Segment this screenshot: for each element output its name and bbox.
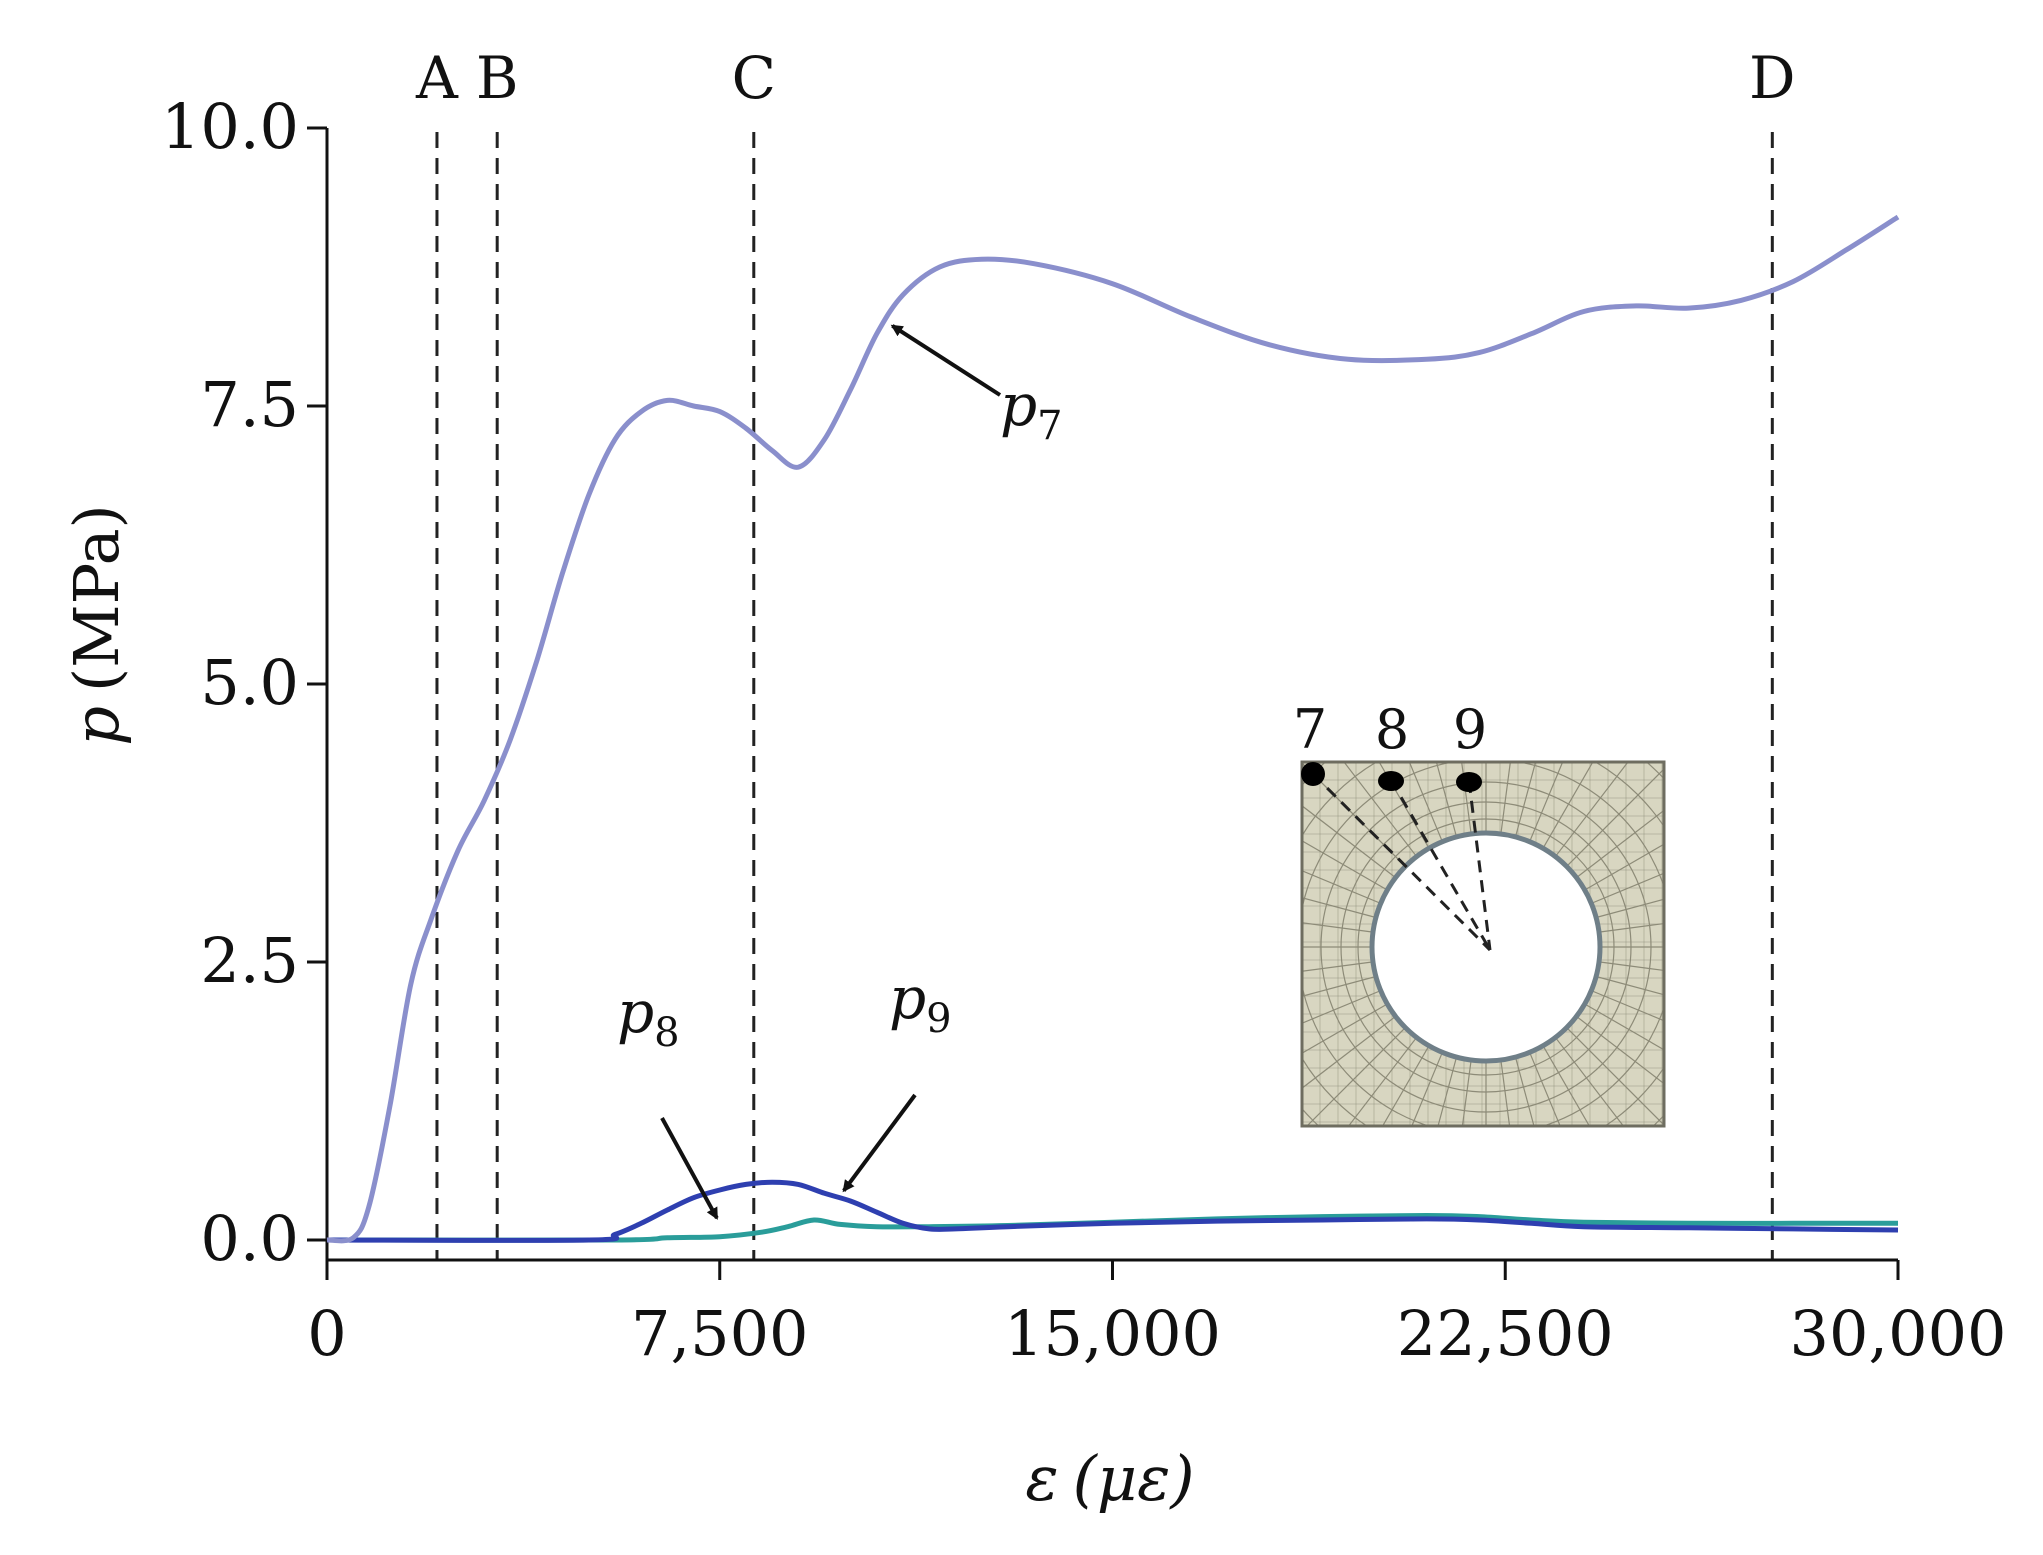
series-label-subscript: 8 [654,1010,679,1056]
inset-point-9 [1456,772,1482,792]
x-axis-label: ε (με) [1025,1442,1194,1515]
x-tick-label: 15,000 [1004,1297,1221,1370]
inset-point-7 [1301,762,1325,786]
y-tick-label: 5.0 [200,646,299,719]
marker-label-d: D [1749,44,1796,112]
marker-label-b: B [476,44,519,112]
arrow-p7 [890,324,1002,397]
mesh-ring [1320,781,1652,1113]
mesh-ring [1357,818,1615,1076]
marker-label-a: A [415,44,459,112]
series-label-subscript: 7 [1037,403,1062,449]
inset-mesh-figure: 7 8 9 [1293,698,1666,1128]
arrow-p8 [660,1117,719,1220]
y-tick-label: 7.5 [200,368,299,441]
y-axis-symbol: p [60,706,133,746]
arrow-p9 [842,1093,917,1193]
series-label-p8: p8 [617,978,680,1056]
marker-label-c: C [732,44,776,112]
x-ticks: 0 7,500 15,000 22,500 30,000 [307,1260,2006,1370]
series-lines [326,214,1900,1244]
series-label-symbol: p [617,978,654,1046]
y-axis-label: p (MPa) [60,504,133,745]
y-ticks: 0.0 2.5 5.0 7.5 10.0 [161,90,327,1275]
y-tick-label: 0.0 [200,1202,299,1275]
y-tick-label: 10.0 [161,90,299,163]
y-axis-unit: (MPa) [60,504,133,692]
x-axis-symbol: ε [1025,1442,1058,1515]
x-tick-label: 30,000 [1790,1297,2007,1370]
x-tick-label: 22,500 [1397,1297,1614,1370]
mesh-ring [1340,801,1632,1093]
series-label-symbol: p [1000,371,1037,439]
x-tick-label: 7,500 [631,1297,809,1370]
inset-ray-9 [1467,780,1492,951]
inset-label-7: 7 [1293,698,1327,761]
inset-label-8: 8 [1375,698,1409,761]
series-line-p7 [326,214,1900,1244]
series-line-p8 [326,1179,1899,1243]
x-axis-unit: (με) [1073,1442,1195,1515]
series-label-symbol: p [889,964,926,1032]
inset-ray-8 [1389,779,1492,951]
inset-ray-7 [1311,772,1492,952]
inset-plate-border [1300,760,1666,1128]
series-label-p9: p9 [889,964,952,1042]
inset-label-9: 9 [1453,698,1487,761]
y-tick-label: 2.5 [200,924,299,997]
series-label-p7: p7 [1000,371,1063,449]
x-tick-label: 0 [307,1297,346,1370]
series-label-subscript: 9 [926,996,951,1042]
inset-point-8 [1378,771,1404,791]
